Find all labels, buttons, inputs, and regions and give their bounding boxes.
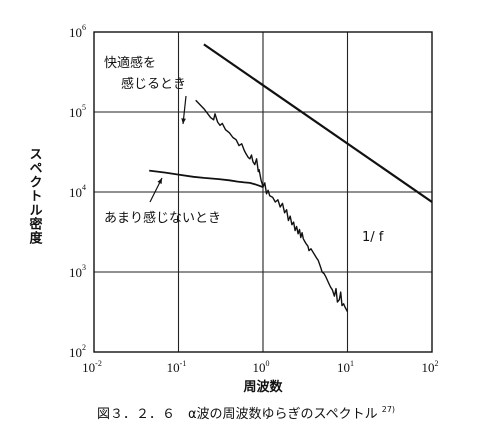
y-tick-exponent: 5 — [82, 103, 86, 112]
y-tick-base: 10 — [69, 105, 82, 120]
y-tick-exponent: 2 — [82, 343, 86, 352]
annotation-pointers — [149, 95, 187, 203]
y-tick-base: 10 — [69, 345, 82, 360]
x-tick-base: 10 — [253, 360, 266, 375]
annotation-comfortable-line-2: 感じるとき — [121, 76, 186, 92]
x-tick-label: 10-1 — [167, 359, 187, 375]
y-tick-exponent: 4 — [82, 183, 86, 192]
annotation-comfortable-line-1: 快適感を — [104, 55, 156, 71]
annotation-not-comfortable: あまり感じないとき — [104, 210, 221, 226]
pointer-not-comfortable-head — [157, 178, 162, 184]
x-tick-exponent: 1 — [350, 359, 354, 368]
x-tick-label: 100 — [253, 359, 270, 375]
x-axis-label: 周波数 — [243, 379, 283, 395]
plot-frame — [93, 31, 433, 353]
series-layer — [149, 43, 433, 312]
x-tick-label: 101 — [337, 359, 354, 375]
annotation-one-over-f: 1/ f — [362, 230, 384, 245]
y-tick-base: 10 — [69, 25, 82, 40]
x-tick-exponent: 2 — [435, 359, 439, 368]
y-tick-label: 102 — [69, 343, 86, 360]
y-tick-base: 10 — [69, 265, 82, 280]
x-tick-base: 10 — [167, 360, 180, 375]
y-tick-label: 105 — [69, 103, 86, 120]
x-axis-ticks: 10-2 10-1 100 101 102 — [82, 359, 438, 375]
x-tick-base: 10 — [422, 360, 435, 375]
x-tick-base: 10 — [337, 360, 350, 375]
figure-caption-text: 図３．２．６ α波の周波数ゆらぎのスペクトル — [97, 407, 378, 422]
x-tick-exponent: 0 — [266, 359, 270, 368]
series-comfortable — [195, 99, 349, 312]
y-tick-label: 104 — [69, 183, 86, 200]
series-one-over-f — [203, 43, 433, 203]
x-tick-exponent: -1 — [180, 359, 187, 368]
x-tick-label: 102 — [422, 359, 439, 375]
figure-caption-ref: 27) — [382, 405, 395, 414]
x-tick-label: 10-2 — [82, 359, 102, 375]
series-not-comfortable — [149, 169, 264, 188]
figure-caption: 図３．２．６ α波の周波数ゆらぎのスペクトル 27) — [97, 405, 395, 422]
y-axis-label: スペクトル密度 — [27, 147, 44, 245]
x-tick-base: 10 — [82, 360, 95, 375]
x-tick-exponent: -2 — [95, 359, 102, 368]
y-tick-exponent: 6 — [82, 23, 86, 32]
y-tick-label: 103 — [69, 263, 86, 280]
y-tick-exponent: 3 — [82, 263, 86, 272]
y-tick-base: 10 — [69, 185, 82, 200]
y-tick-label: 106 — [69, 23, 86, 40]
pointer-comfortable-head — [181, 118, 186, 124]
annotation-comfortable: 快適感を 感じるとき — [104, 55, 186, 92]
